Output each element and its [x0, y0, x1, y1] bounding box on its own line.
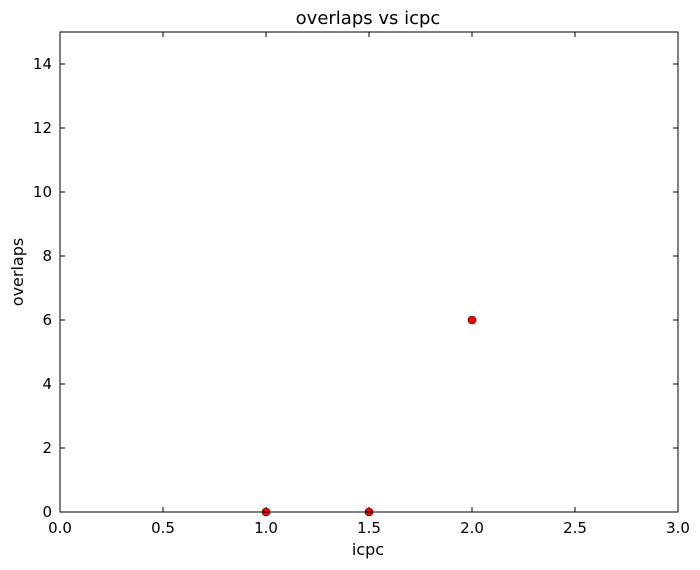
x-axis-label: icpc: [352, 540, 384, 559]
axis-ticks: 0.0 0.5 1.0 1.5 2.0 2.5 3.0 0 2 4 6 8 10 12 14: [33, 32, 690, 537]
x-tick-label-4: 2.0: [460, 519, 484, 537]
x-tick-label-0: 0.0: [48, 519, 72, 537]
data-points: [261, 315, 477, 517]
y-tick-label-3: 6: [42, 311, 52, 329]
y-tick-label-6: 12: [33, 119, 52, 137]
x-tick-label-5: 2.5: [563, 519, 587, 537]
y-tick-label-2: 4: [42, 375, 52, 393]
x-tick-label-1: 0.5: [151, 519, 175, 537]
y-tick-label-7: 14: [33, 55, 52, 73]
plot-frame: [59, 31, 679, 513]
y-tick-label-1: 2: [42, 439, 52, 457]
y-tick-label-0: 0: [42, 503, 52, 521]
data-point-0-2: [467, 315, 477, 325]
y-axis-label: overlaps: [8, 238, 27, 306]
x-tick-label-2: 1.0: [254, 519, 278, 537]
y-tick-label-5: 10: [33, 183, 52, 201]
chart-title: overlaps vs icpc: [296, 8, 441, 29]
x-tick-label-6: 3.0: [666, 519, 690, 537]
x-tick-label-3: 1.5: [357, 519, 381, 537]
y-tick-label-4: 8: [42, 247, 52, 265]
